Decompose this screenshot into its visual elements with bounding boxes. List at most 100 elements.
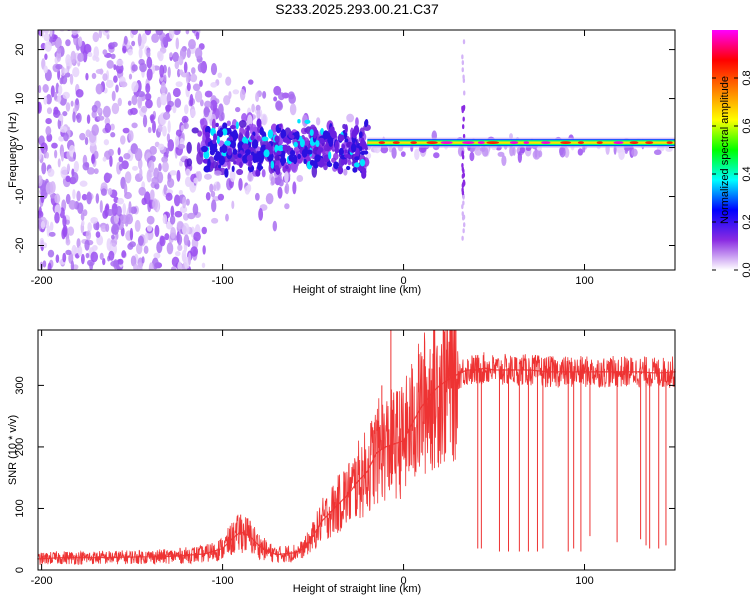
spectrogram-blob bbox=[102, 105, 111, 118]
spectrogram-blob bbox=[235, 106, 241, 113]
spectrogram-blob bbox=[65, 238, 71, 246]
spectrogram-x-tick-label: 100 bbox=[575, 275, 593, 287]
spectrogram-blob bbox=[202, 134, 206, 143]
spectrogram-blob bbox=[197, 130, 203, 137]
spectrogram-blob bbox=[65, 175, 71, 183]
spectrogram-core-blob bbox=[360, 150, 366, 156]
spectrogram-blob bbox=[163, 184, 168, 196]
spectrogram-core-blob bbox=[246, 125, 250, 132]
spectrogram-blob bbox=[90, 216, 98, 224]
spectrogram-core-blob bbox=[364, 144, 369, 151]
spectrogram-blob bbox=[194, 47, 203, 60]
spectrogram-blob bbox=[45, 181, 54, 195]
spectrogram-blob bbox=[105, 223, 110, 233]
spectrogram-blob bbox=[58, 114, 64, 122]
snr-background bbox=[38, 330, 675, 570]
spectrogram-blob bbox=[184, 176, 192, 188]
snr-point bbox=[393, 443, 396, 445]
spectrogram-blob bbox=[273, 85, 282, 96]
snr-series bbox=[37, 330, 676, 560]
spectrogram-blob bbox=[42, 260, 47, 268]
colorbar-tick-label: 0.0 bbox=[741, 262, 750, 277]
spectrogram-y-tick-label: -20 bbox=[14, 238, 26, 254]
colorbar-gradient bbox=[712, 30, 738, 270]
spectrogram-blob bbox=[155, 30, 164, 36]
spectrogram-blob bbox=[129, 227, 134, 241]
spectrogram-blob bbox=[122, 127, 130, 134]
spectrogram-blob bbox=[289, 103, 297, 116]
spectrogram-core-blob bbox=[353, 167, 358, 173]
ridge-peak bbox=[509, 141, 519, 145]
ridge-peak bbox=[392, 141, 400, 145]
snr-point bbox=[583, 371, 586, 373]
spectrogram-blob bbox=[185, 198, 190, 206]
spectrogram-core-blob bbox=[252, 155, 257, 164]
spectrogram-blob bbox=[246, 183, 252, 193]
spectrogram-blob bbox=[228, 91, 232, 100]
spectrogram-blob bbox=[51, 142, 58, 149]
colorbar-ticks: 0.0 0.2 0.4 0.6 0.8 bbox=[712, 70, 750, 278]
snr-x-tick-label: 100 bbox=[575, 575, 593, 587]
spectrogram-blob bbox=[217, 193, 225, 201]
spectrogram-blob bbox=[102, 73, 108, 82]
spectrogram-blob bbox=[229, 169, 236, 182]
spectrogram-blob bbox=[57, 158, 61, 168]
spectrogram-blob bbox=[95, 193, 100, 204]
spectrogram-core-blob bbox=[320, 127, 324, 135]
spectrogram-core-blob bbox=[241, 143, 249, 150]
spectrogram-blob bbox=[97, 115, 105, 121]
spectrogram-blob bbox=[99, 68, 104, 75]
snr-x-tick-label: -100 bbox=[212, 575, 234, 587]
spectrogram-blob-layer bbox=[38, 30, 675, 270]
spectrogram-blob bbox=[469, 151, 475, 162]
spectrogram-blob bbox=[82, 209, 88, 217]
spectrogram-blob bbox=[53, 106, 59, 115]
spectrogram-blob bbox=[210, 82, 218, 88]
spectrogram-core-blob bbox=[289, 149, 296, 157]
spectrogram-blob bbox=[179, 205, 188, 214]
spectrogram-blob bbox=[391, 147, 397, 159]
spectrogram-core-blob bbox=[270, 160, 275, 169]
spectrogram-blob bbox=[273, 96, 278, 102]
spectrogram-core-blob bbox=[278, 123, 282, 129]
spectrogram-blob bbox=[196, 151, 204, 165]
spectrogram-blob bbox=[146, 169, 152, 183]
spectrogram-core-blob bbox=[250, 134, 255, 141]
spectrogram-blob bbox=[128, 130, 134, 142]
spectrogram-blob bbox=[47, 262, 52, 270]
spectrogram-blob bbox=[147, 126, 152, 134]
spectrogram-blob bbox=[128, 73, 133, 80]
spectrogram-core-blob bbox=[306, 149, 313, 155]
spectrogram-core-blob bbox=[276, 150, 282, 155]
snr-point bbox=[321, 519, 323, 522]
spectrogram-blob bbox=[87, 222, 92, 233]
colorbar: 0.0 0.2 0.4 0.6 0.8 Normalized spectral ampl… bbox=[712, 30, 750, 278]
spectrogram-blob bbox=[41, 162, 47, 175]
spectrogram-x-tick-label: -100 bbox=[212, 275, 234, 287]
spectrogram-core-blob bbox=[344, 138, 349, 143]
spectrogram-blob bbox=[54, 212, 60, 224]
spectrogram-blob bbox=[178, 189, 183, 196]
spectrogram-blob bbox=[186, 48, 191, 59]
spectrogram-blob bbox=[45, 94, 52, 105]
spectrogram-blob bbox=[110, 53, 116, 60]
snr-point bbox=[257, 544, 260, 547]
spectrogram-blob bbox=[188, 39, 196, 50]
spectrogram-blob bbox=[277, 186, 283, 199]
spectrogram-core-blob bbox=[274, 135, 280, 143]
spectrogram-core-blob bbox=[227, 147, 233, 156]
snr-point bbox=[95, 556, 97, 559]
spectrogram-blob bbox=[48, 231, 56, 237]
spectrogram-blob bbox=[106, 209, 114, 217]
spectrogram-blob bbox=[512, 146, 516, 156]
spectrogram-blob bbox=[50, 85, 55, 98]
spectrogram-blob bbox=[145, 99, 153, 109]
spectrogram-blob bbox=[106, 173, 113, 180]
spectrogram-core-blob bbox=[256, 118, 262, 128]
spectrogram-blob bbox=[117, 258, 124, 265]
spectrogram-blob bbox=[77, 36, 83, 47]
spectrogram-blob bbox=[72, 67, 80, 78]
spectrogram-blob bbox=[162, 161, 169, 173]
spectrogram-blob bbox=[209, 183, 214, 193]
